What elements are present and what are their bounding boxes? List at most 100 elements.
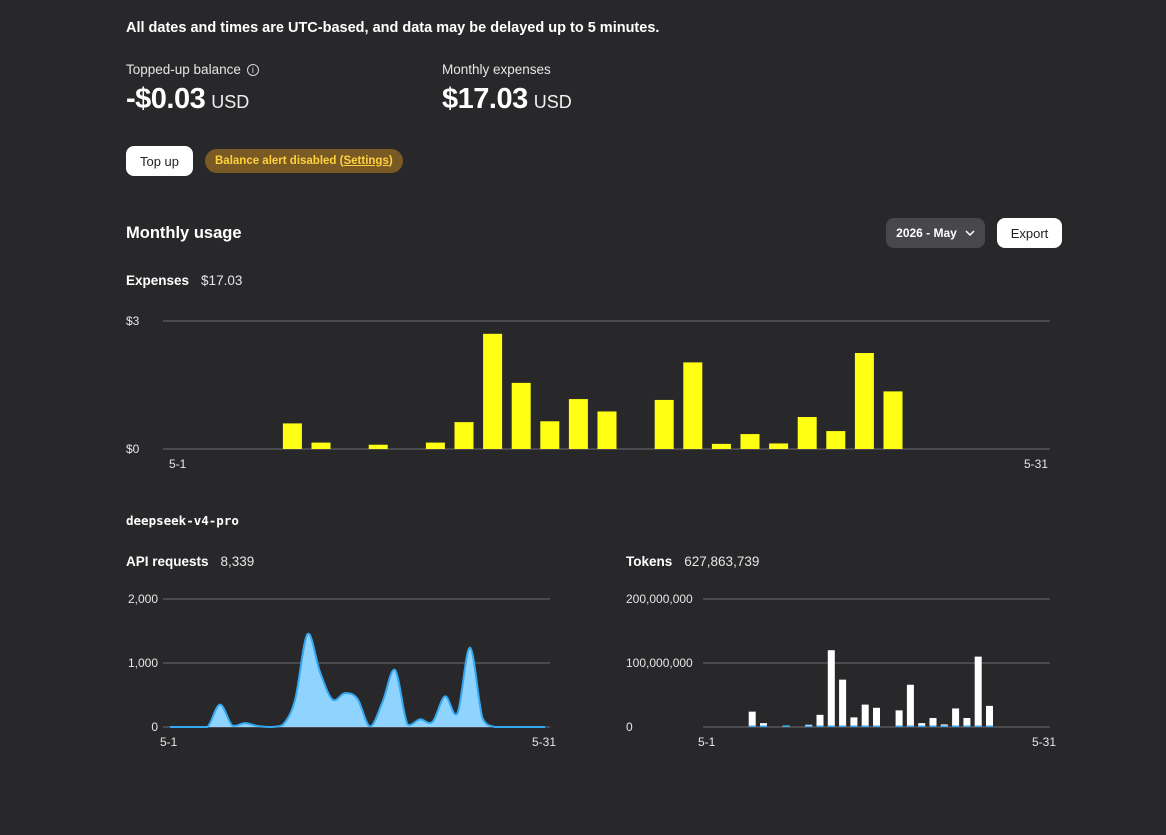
expense-bar (454, 422, 474, 449)
expenses-y-tick-label: $3 (126, 314, 140, 328)
token-bar (918, 723, 926, 727)
expense-bar (368, 444, 388, 449)
expenses-value: $17.03 (201, 273, 243, 288)
data-delay-notice: All dates and times are UTC-based, and d… (126, 20, 660, 36)
token-bar (895, 710, 903, 727)
requests-line (169, 633, 545, 729)
token-bar (850, 717, 858, 727)
expense-bar (483, 333, 503, 449)
expense-bar (854, 353, 874, 449)
token-bar-base (918, 725, 926, 727)
tokens-y-tick-label: 200,000,000 (626, 592, 693, 606)
monthly-expenses-unit: USD (533, 92, 572, 112)
expense-bar (654, 399, 674, 449)
balance-block: Topped-up balance i -$0.03 USD (126, 62, 259, 116)
balance-unit: USD (211, 92, 250, 112)
expense-bar (826, 431, 846, 449)
balance-amount: -$0.03 USD (126, 83, 259, 116)
token-bar-base (827, 725, 835, 727)
token-bar (748, 711, 756, 727)
token-bar-base (986, 725, 993, 727)
settings-link[interactable]: Settings (343, 155, 389, 167)
month-select-value: 2026 - May (896, 226, 957, 240)
api-requests-value: 8,339 (220, 554, 255, 569)
token-bar-base (782, 725, 790, 727)
expenses-x-tick-label: 5-31 (1024, 457, 1048, 471)
token-bar-base (760, 725, 767, 727)
token-bar-base (974, 725, 982, 727)
tokens-bar-chart: 0 100,000,000 200,000,000 5-1 5-31 (626, 592, 1056, 749)
chevron-down-icon (965, 230, 975, 236)
monthly-expenses-value: $17.03 (442, 83, 528, 115)
balance-label: Topped-up balance (126, 62, 241, 77)
monthly-expenses-block: Monthly expenses $17.03 USD (442, 62, 572, 116)
requests-y-tick-label: 1,000 (128, 656, 158, 670)
token-bar (906, 684, 914, 727)
token-bar-base (861, 725, 869, 727)
expense-bar (540, 421, 560, 449)
token-bar-base (839, 725, 847, 727)
expense-bar (311, 442, 331, 449)
balance-alert-suffix: ) (388, 155, 393, 167)
expenses-bar-chart: $0 $3 5-1 5-31 (126, 314, 1050, 471)
token-bar (974, 656, 982, 727)
token-bar (873, 707, 880, 727)
expenses-summary: Expenses $17.03 (126, 273, 242, 288)
token-bar-base (906, 725, 914, 727)
expenses-x-tick-label: 5-1 (169, 457, 187, 471)
export-button[interactable]: Export (997, 218, 1062, 248)
token-bar-base (816, 725, 824, 727)
token-bar-base (929, 725, 937, 727)
token-bar (952, 708, 960, 727)
tokens-label: Tokens (626, 554, 673, 569)
month-select[interactable]: 2026 - May (886, 218, 985, 248)
api-requests-label: API requests (126, 554, 209, 569)
tokens-summary: Tokens 627,863,739 (626, 554, 759, 569)
requests-y-tick-label: 2,000 (128, 592, 158, 606)
monthly-expenses-label: Monthly expenses (442, 62, 551, 77)
balance-alert-text: Balance alert disabled ( (215, 155, 344, 167)
expenses-label: Expenses (126, 273, 190, 288)
token-bar-base (952, 725, 960, 727)
expense-bar (769, 443, 789, 449)
requests-x-tick-label: 5-1 (160, 735, 178, 749)
expense-bar (797, 417, 817, 449)
api-requests-summary: API requests 8,339 (126, 554, 254, 569)
expense-bar (883, 391, 903, 449)
tokens-y-tick-label: 0 (626, 720, 633, 734)
tokens-y-tick-label: 100,000,000 (626, 656, 693, 670)
requests-x-tick-label: 5-31 (532, 735, 556, 749)
expense-bar (740, 434, 760, 449)
top-up-button[interactable]: Top up (126, 146, 193, 176)
token-bar-base (805, 725, 813, 727)
info-circle-icon[interactable]: i (246, 63, 259, 76)
api-requests-area-chart: 0 1,000 2,000 5-1 5-31 (128, 592, 556, 749)
token-bar-base (850, 725, 858, 727)
tokens-x-tick-label: 5-31 (1032, 735, 1056, 749)
token-bar-base (873, 725, 880, 727)
token-bar (986, 705, 993, 727)
expenses-y-tick-label: $0 (126, 442, 140, 456)
expense-bar (511, 382, 531, 449)
tokens-x-tick-label: 5-1 (698, 735, 716, 749)
balance-value: -$0.03 (126, 83, 206, 115)
expense-bar (597, 411, 617, 449)
expense-bar (568, 399, 588, 449)
expense-bar (711, 443, 731, 449)
token-bar (760, 723, 767, 727)
expense-bar (425, 442, 445, 449)
token-bar (827, 650, 835, 727)
requests-y-tick-label: 0 (151, 720, 158, 734)
token-bar-base (895, 725, 903, 727)
token-bar (861, 704, 869, 727)
requests-area (170, 633, 545, 727)
tokens-value: 627,863,739 (684, 554, 760, 569)
token-bar (963, 718, 971, 727)
expense-bar (683, 362, 703, 449)
expense-bar (282, 423, 302, 449)
balance-alert-badge: Balance alert disabled (Settings) (205, 149, 403, 173)
token-bar-base (963, 725, 971, 727)
monthly-expenses-amount: $17.03 USD (442, 83, 572, 116)
balance-label-row: Topped-up balance i (126, 62, 259, 77)
token-bar-base (940, 725, 948, 727)
